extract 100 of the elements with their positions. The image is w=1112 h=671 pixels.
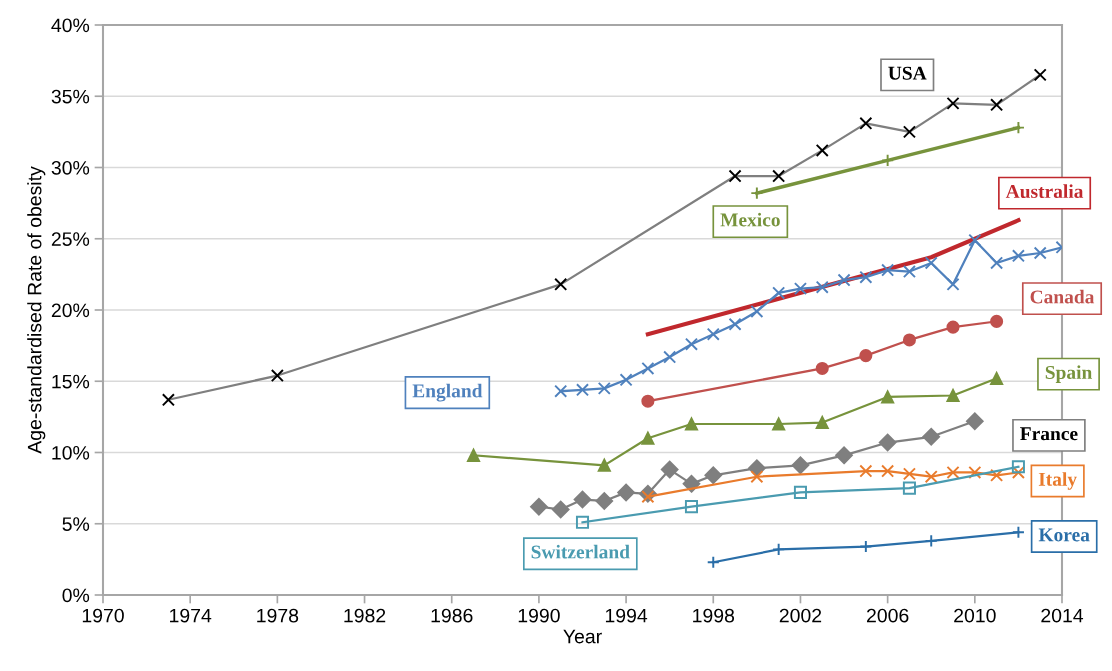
point xyxy=(1011,525,1025,539)
point xyxy=(467,448,481,462)
point xyxy=(641,394,655,408)
point xyxy=(597,381,611,395)
point xyxy=(990,256,1004,270)
point xyxy=(551,500,570,519)
point xyxy=(772,417,786,431)
point xyxy=(684,337,698,351)
point xyxy=(1011,460,1025,474)
point xyxy=(815,416,829,430)
y-tick-label: 40% xyxy=(51,18,90,33)
point xyxy=(597,458,611,472)
point xyxy=(859,540,873,554)
point xyxy=(706,327,720,341)
point xyxy=(881,390,895,404)
point xyxy=(728,317,742,331)
point xyxy=(859,464,873,478)
point xyxy=(924,534,938,548)
series-label: Korea xyxy=(1038,528,1090,542)
x-tick-label: 1986 xyxy=(431,608,473,623)
point xyxy=(619,373,633,387)
point xyxy=(660,460,679,479)
point xyxy=(990,314,1004,328)
point xyxy=(793,485,807,499)
point xyxy=(881,263,895,277)
point xyxy=(1011,249,1025,263)
point xyxy=(793,282,807,296)
x-tick-label: 2006 xyxy=(866,608,909,623)
point xyxy=(815,280,829,294)
point xyxy=(878,433,897,452)
text: England xyxy=(412,383,483,402)
y-axis-title: Age-standardised Rate of obesity xyxy=(27,166,46,454)
point xyxy=(641,361,655,375)
point xyxy=(965,412,984,430)
point xyxy=(968,233,982,247)
x-tick-label: 2010 xyxy=(954,608,996,623)
point xyxy=(946,320,960,334)
x-tick-label: 1994 xyxy=(605,608,648,623)
point xyxy=(772,286,786,300)
x-tick-label: 1990 xyxy=(518,608,560,623)
point xyxy=(946,388,960,403)
point xyxy=(922,428,941,446)
point xyxy=(902,333,916,347)
series-label: Mexico xyxy=(720,212,780,227)
text: Spain xyxy=(1045,365,1093,383)
point xyxy=(617,483,635,502)
y-tick-label: 30% xyxy=(51,160,90,175)
y-tick-label: 35% xyxy=(51,89,90,104)
point xyxy=(791,456,810,475)
point xyxy=(595,492,614,510)
point xyxy=(750,470,764,484)
point xyxy=(946,465,960,479)
point xyxy=(924,256,938,270)
point xyxy=(946,277,960,291)
y-tick-label: 20% xyxy=(51,303,90,318)
point xyxy=(815,361,829,375)
y-tick-label: 15% xyxy=(52,374,90,389)
point xyxy=(990,371,1004,385)
point xyxy=(881,464,895,478)
point xyxy=(530,497,548,516)
series-label: Switzerland xyxy=(531,544,630,559)
point xyxy=(684,500,698,514)
point xyxy=(835,446,853,465)
point xyxy=(881,153,895,167)
series-label: USA xyxy=(888,66,927,80)
point xyxy=(704,466,723,485)
x-axis-title: Year xyxy=(563,629,602,644)
point xyxy=(837,273,851,287)
point xyxy=(990,468,1004,482)
series-label: Canada xyxy=(1030,289,1095,304)
point xyxy=(641,431,655,445)
point xyxy=(902,467,916,481)
point xyxy=(573,490,592,509)
point xyxy=(663,350,677,364)
x-tick-label: 1982 xyxy=(344,608,386,623)
x-tick-label: 1970 xyxy=(82,608,124,623)
point xyxy=(750,304,764,318)
point xyxy=(750,186,764,200)
point xyxy=(902,481,916,495)
point xyxy=(902,265,916,279)
x-tick-label: 1998 xyxy=(693,608,735,623)
x-tick-label: 2002 xyxy=(779,608,822,623)
point xyxy=(706,555,720,569)
point xyxy=(968,465,982,479)
point xyxy=(859,349,873,363)
point xyxy=(859,270,873,284)
point xyxy=(924,470,938,484)
y-tick-label: 25% xyxy=(51,232,90,246)
y-tick-label: 5% xyxy=(62,517,90,531)
x-tick-label: 2014 xyxy=(1041,608,1084,623)
point xyxy=(684,417,698,431)
point xyxy=(1011,465,1025,479)
point xyxy=(1011,121,1025,135)
y-tick-label: 0% xyxy=(62,588,90,603)
point xyxy=(554,384,568,398)
series-label: Australia xyxy=(1005,184,1084,199)
point xyxy=(575,515,590,529)
y-tick-label: 10% xyxy=(52,445,90,460)
series-label: France xyxy=(1020,427,1078,441)
x-tick-label: 1978 xyxy=(257,608,299,623)
